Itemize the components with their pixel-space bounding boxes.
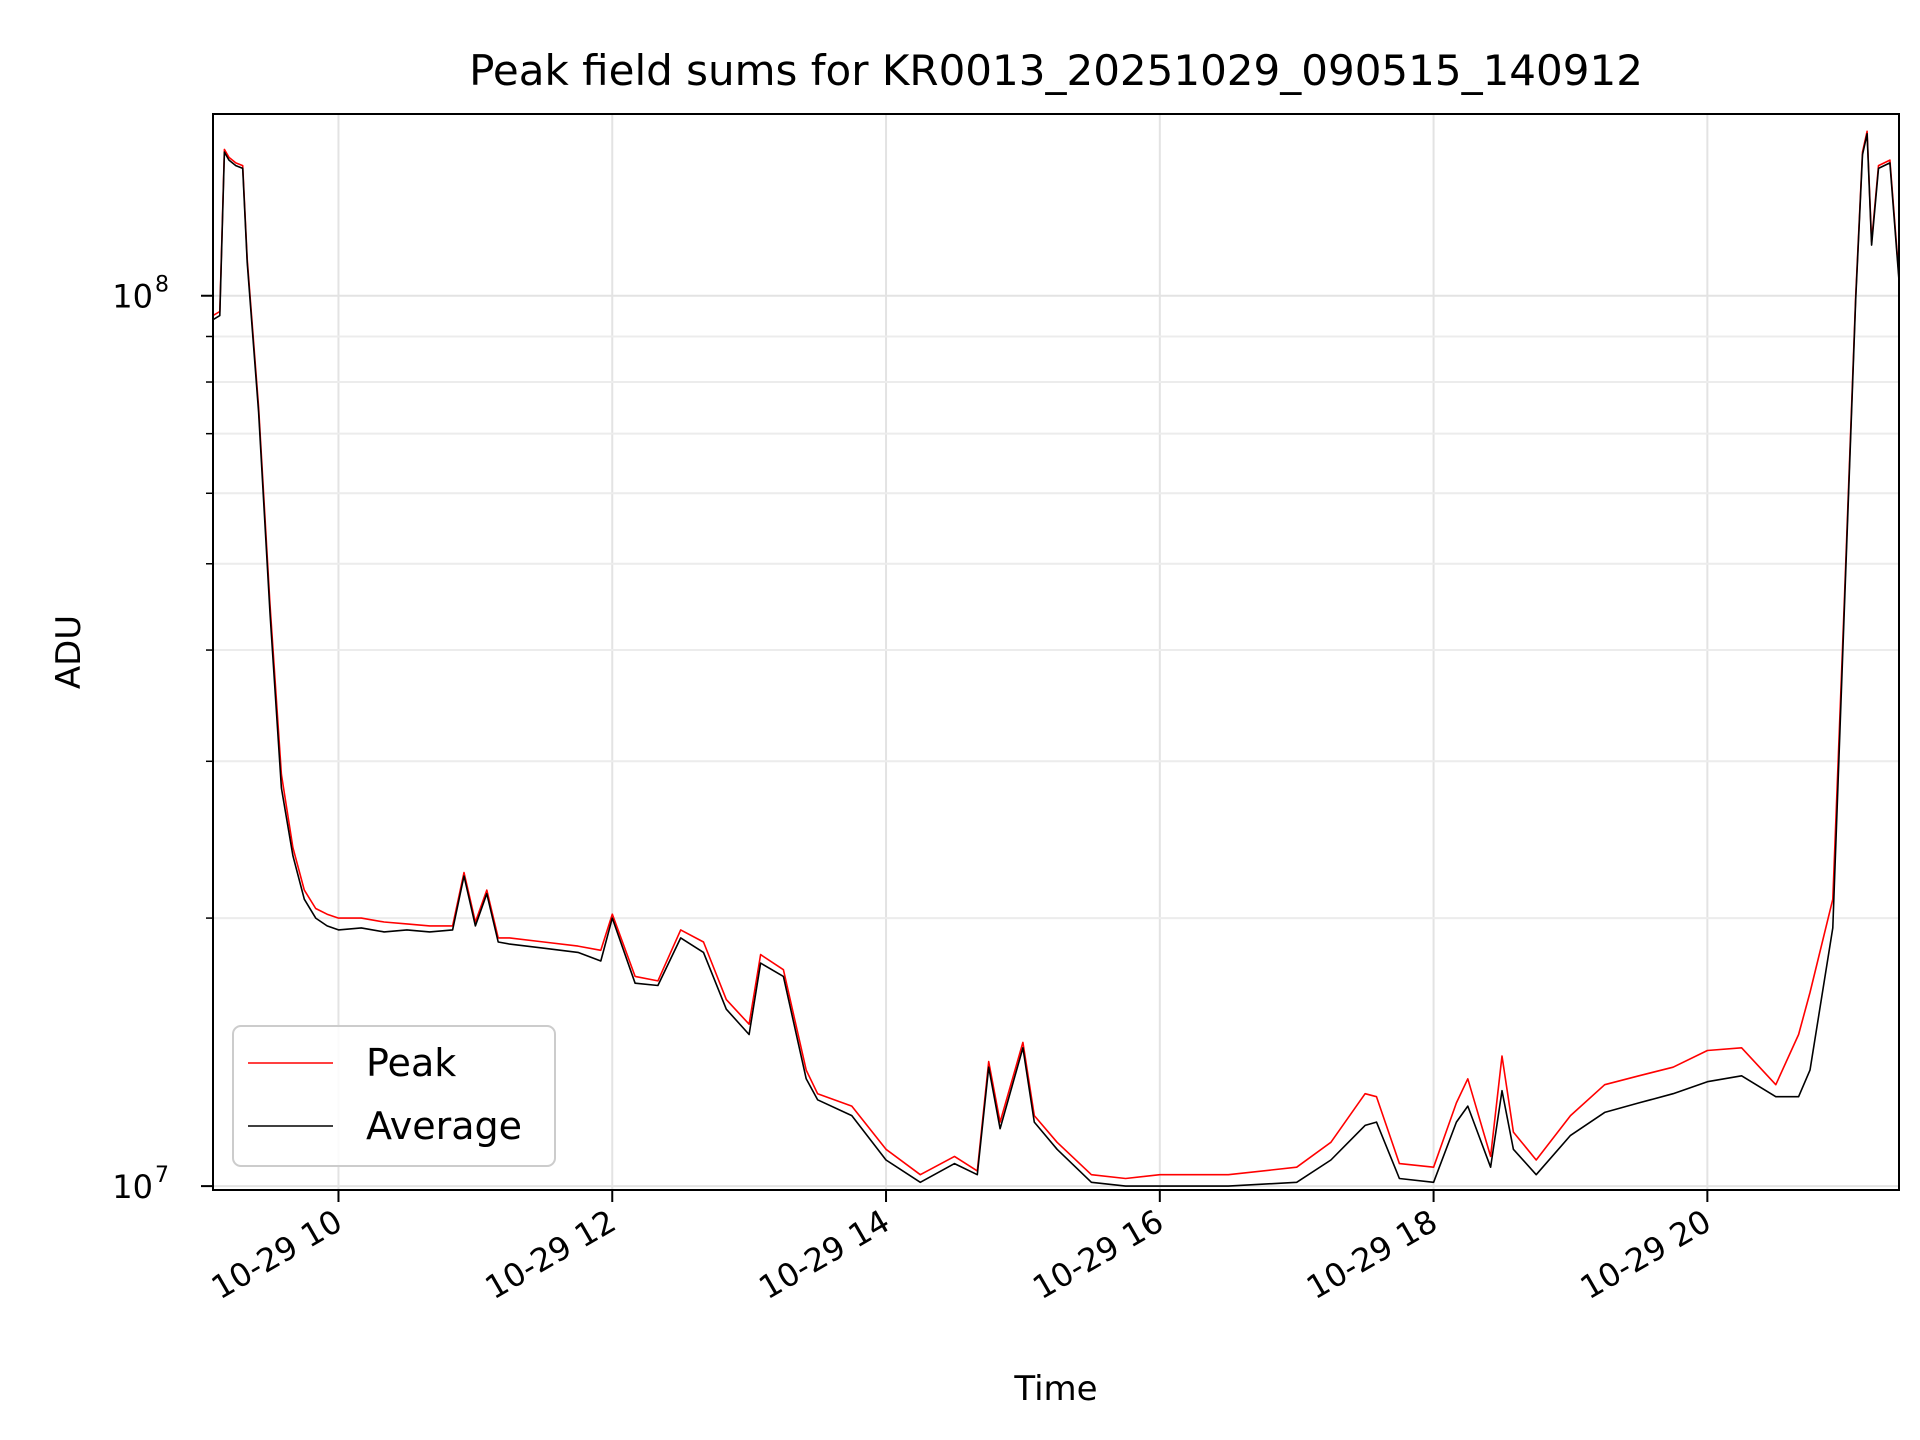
- chart-title: Peak field sums for KR0013_20251029_0905…: [469, 46, 1643, 95]
- y-tick-exponent: 8: [155, 273, 169, 298]
- grid: [213, 114, 1899, 1190]
- x-axis-label: Time: [1013, 1369, 1097, 1409]
- y-axis-label: ADU: [49, 615, 89, 689]
- series-line-average: [213, 133, 1899, 1187]
- legend-box: [232, 1025, 556, 1167]
- series-lines: [213, 130, 1899, 1187]
- legend-label-average: Average: [366, 1104, 522, 1148]
- plot-frame: [212, 113, 1900, 1191]
- y-tick-label: 10: [112, 278, 153, 316]
- series-line-peak: [213, 130, 1899, 1180]
- y-tick-label: 10: [112, 1168, 153, 1206]
- legend-label-peak: Peak: [366, 1041, 456, 1085]
- legend: Peak Average: [232, 1025, 556, 1167]
- y-tick-exponent: 7: [155, 1163, 169, 1188]
